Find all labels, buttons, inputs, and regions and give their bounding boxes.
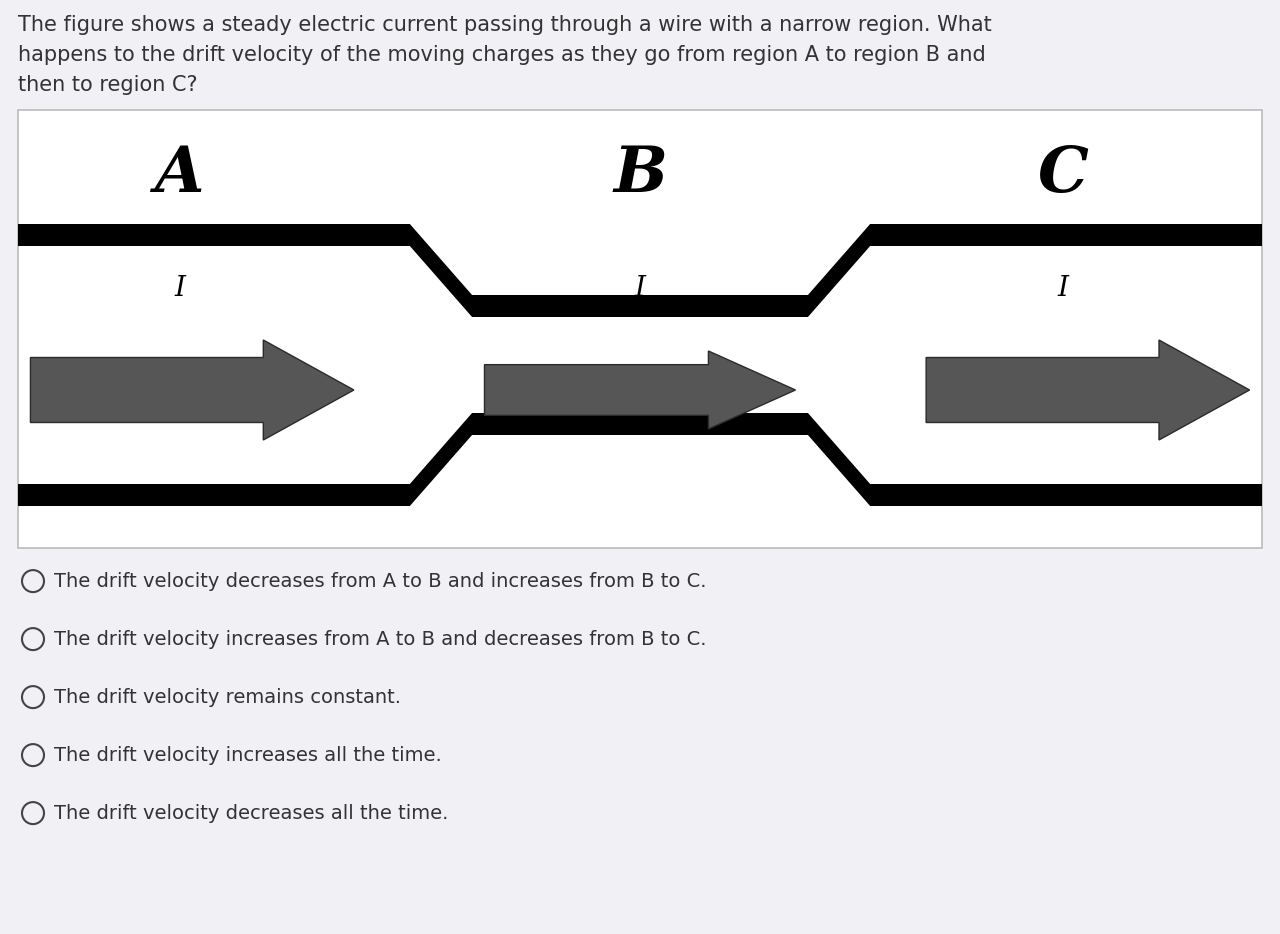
Polygon shape [927, 340, 1249, 440]
Text: I: I [635, 275, 645, 302]
Text: A: A [155, 144, 205, 205]
Text: The drift velocity decreases all the time.: The drift velocity decreases all the tim… [54, 803, 448, 823]
Text: The figure shows a steady electric current passing through a wire with a narrow : The figure shows a steady electric curre… [18, 15, 992, 35]
Text: The drift velocity increases all the time.: The drift velocity increases all the tim… [54, 745, 442, 765]
Text: C: C [1038, 144, 1088, 205]
Text: then to region C?: then to region C? [18, 75, 197, 95]
Text: The drift velocity decreases from A to B and increases from B to C.: The drift velocity decreases from A to B… [54, 572, 707, 590]
Text: I: I [174, 275, 186, 302]
Polygon shape [485, 351, 795, 429]
Text: I: I [1057, 275, 1069, 302]
Polygon shape [31, 340, 353, 440]
Polygon shape [18, 413, 1262, 506]
Text: The drift velocity increases from A to B and decreases from B to C.: The drift velocity increases from A to B… [54, 630, 707, 648]
Bar [18, 110, 1262, 548]
Text: The drift velocity remains constant.: The drift velocity remains constant. [54, 687, 401, 707]
Text: B: B [613, 144, 667, 205]
Text: happens to the drift velocity of the moving charges as they go from region A to : happens to the drift velocity of the mov… [18, 45, 986, 65]
Polygon shape [18, 224, 1262, 317]
